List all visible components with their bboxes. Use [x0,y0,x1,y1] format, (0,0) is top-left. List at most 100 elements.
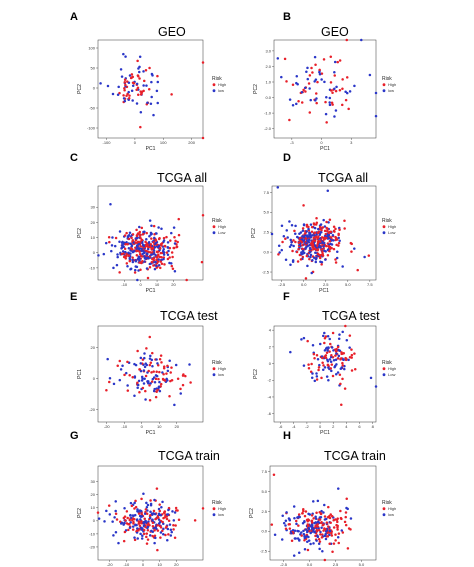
point-high [172,246,175,250]
point-high [302,88,305,92]
point-low [276,57,280,60]
point-high [107,235,111,239]
point-low [153,387,156,391]
point-low [296,537,300,540]
point-low [290,223,294,227]
point-low [131,99,134,102]
point-high [317,230,321,234]
x-tick-label: 0 [140,282,143,287]
point-high [152,241,155,244]
legend-high-marker [212,507,216,511]
points-layer [99,52,205,140]
point-low [312,500,315,503]
point-high [145,347,148,350]
point-high [141,233,145,236]
point-high [174,506,178,510]
point-low [323,225,327,228]
y-tick-label: 0 [269,361,272,366]
point-low [142,492,145,495]
y-tick-label: -10 [89,265,96,270]
point-low [348,90,352,93]
point-high [151,351,154,355]
point-low [336,250,339,253]
point-low [135,518,139,521]
point-high [314,63,317,67]
point-low [314,521,318,524]
point-low [286,236,289,239]
point-low [305,535,309,538]
point-low [314,78,318,81]
point-low [308,243,311,247]
point-high [140,238,144,242]
point-high [332,225,336,228]
point-low [297,530,300,533]
point-low [301,229,305,232]
point-low [114,509,117,513]
point-high [126,389,130,392]
point-high [169,239,172,242]
point-low [152,526,155,530]
point-high [328,542,331,545]
point-high [155,258,158,262]
point-high [156,364,160,367]
point-low [345,506,348,510]
point-high [335,243,338,247]
point-high [170,264,174,268]
point-high [325,121,328,124]
point-low [313,379,317,383]
point-low [136,383,140,387]
point-high [320,263,323,266]
point-low [147,520,150,523]
point-low [334,358,338,362]
point-low [128,231,132,235]
point-high [168,395,171,398]
point-low [285,511,288,514]
x-axis-label: PC1 [320,430,330,436]
point-high [131,517,135,520]
point-low [166,253,170,257]
point-low [133,268,137,272]
point-high [345,76,349,79]
x-tick-label: 2 [332,424,335,429]
point-low [139,532,142,536]
point-low [119,368,123,371]
x-tick-label: -10 [123,562,130,567]
legend-entry: High [218,82,226,87]
x-tick-label: 7.5 [367,282,373,287]
point-low [293,529,297,533]
panel-d: D TCGA all -2.5 0.0 2.5 5.0 7.5 7.5 5.0 2.5 0.0 -2.… [251,152,396,294]
point-high [324,244,328,248]
point-high [162,365,166,368]
point-high [334,238,337,242]
point-low [165,513,169,516]
point-low [148,534,152,537]
point-high [125,231,128,235]
point-high [152,509,156,513]
point-high [118,359,122,363]
point-low [368,73,372,77]
point-low [270,232,274,236]
point-low [334,109,338,112]
point-high [147,250,150,254]
point-low [170,530,173,534]
point-low [147,381,150,385]
point-low [136,244,139,247]
point-high [127,237,131,240]
point-high [311,243,315,247]
point-high [323,229,327,233]
point-low [280,538,284,541]
point-high [160,361,163,364]
y-axis-label: PC2 [253,369,259,379]
point-high [317,368,320,372]
point-low [128,74,132,77]
point-high [123,247,127,250]
y-tick-label: -2 [267,378,271,383]
point-high [299,258,303,261]
plot-frame [271,185,377,281]
point-low [159,531,163,534]
point-high [166,364,169,368]
point-high [124,243,127,246]
point-low [154,260,157,264]
y-tick-label: -4 [267,394,271,399]
y-tick-label: -6 [267,411,271,416]
